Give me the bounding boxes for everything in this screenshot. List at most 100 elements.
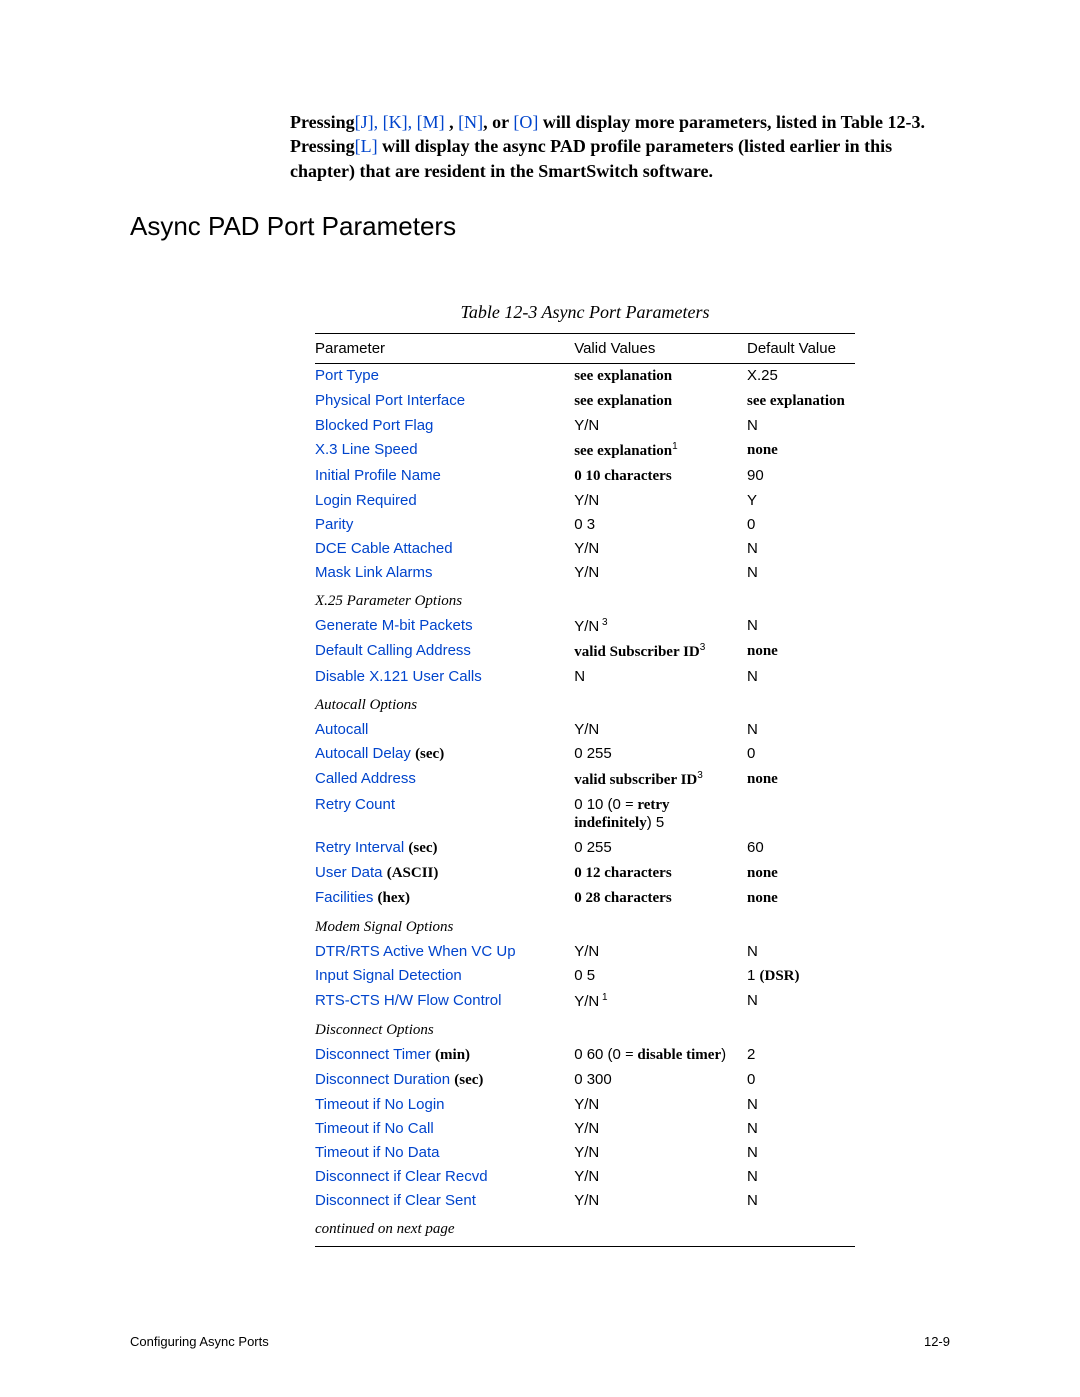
param-link[interactable]: Retry Interval — [315, 839, 404, 856]
param-link[interactable]: Mask Link Alarms — [315, 564, 433, 581]
table-row: Retry Count 0 10 (0 = retry indefinitely)… — [315, 793, 855, 836]
table-row: Timeout if No CallY/NN — [315, 1117, 855, 1141]
valid-values-cell: Y/N — [574, 561, 747, 585]
valid-values-cell: 0 5 — [574, 964, 747, 989]
param-link[interactable]: Facilities — [315, 889, 373, 906]
param-link[interactable]: Disconnect if Clear Recvd — [315, 1168, 488, 1185]
default-value-cell: N — [747, 1093, 855, 1117]
default-value-cell: 90 — [747, 464, 855, 489]
param-link[interactable]: Physical Port Interface — [315, 392, 465, 409]
continued-label: continued on next page — [315, 1213, 855, 1247]
param-cell: Retry Count — [315, 793, 574, 836]
table-row: DTR/RTS Active When VC UpY/NN — [315, 940, 855, 964]
valid-values-cell: Y/N — [574, 1165, 747, 1189]
table-row: X.3 Line Speedsee explanation1none — [315, 438, 855, 464]
intro-line1-mid2: , or — [483, 112, 513, 132]
param-unit: (sec) — [408, 840, 437, 856]
default-value-cell: N — [747, 665, 855, 689]
valid-values-cell: 0 60 (0 = disable timer) — [574, 1043, 747, 1068]
param-cell: Physical Port Interface — [315, 389, 574, 414]
valid-values-cell: Y/N 1 — [574, 989, 747, 1014]
intro-line1-post: will display more parameters, listed in … — [538, 112, 925, 132]
table-row: Disconnect Duration (sec)0 3000 — [315, 1068, 855, 1093]
param-link[interactable]: Generate M-bit Packets — [315, 617, 473, 634]
param-link[interactable]: Timeout if No Call — [315, 1120, 434, 1137]
param-link[interactable]: Disconnect if Clear Sent — [315, 1192, 476, 1209]
table-row: Login Required Y/NY — [315, 489, 855, 513]
default-value-cell: none — [747, 639, 855, 665]
param-cell: User Data (ASCII) — [315, 861, 574, 886]
param-link[interactable]: Timeout if No Login — [315, 1096, 445, 1113]
param-link[interactable]: Initial Profile Name — [315, 467, 441, 484]
param-cell: Login Required — [315, 489, 574, 513]
param-unit: (sec) — [454, 1072, 483, 1088]
param-cell: Input Signal Detection — [315, 964, 574, 989]
param-link[interactable]: Default Calling Address — [315, 642, 471, 659]
param-cell: Called Address — [315, 767, 574, 793]
param-link[interactable]: Called Address — [315, 770, 416, 787]
valid-values-cell: Y/N — [574, 489, 747, 513]
param-cell: DCE Cable Attached — [315, 537, 574, 561]
table-row: continued on next page — [315, 1213, 855, 1247]
table-row: Retry Interval (sec)0 25560 — [315, 836, 855, 861]
default-value-cell: 0 — [747, 513, 855, 537]
section-title: Async PAD Port Parameters — [130, 211, 950, 242]
param-link[interactable]: DTR/RTS Active When VC Up — [315, 943, 516, 960]
param-link[interactable]: RTS-CTS H/W Flow Control — [315, 992, 501, 1009]
default-value-cell: Y — [747, 489, 855, 513]
param-link[interactable]: User Data — [315, 864, 383, 881]
param-link[interactable]: Input Signal Detection — [315, 967, 462, 984]
valid-values-cell: see explanation — [574, 389, 747, 414]
table-row: RTS-CTS H/W Flow Control Y/N 1N — [315, 989, 855, 1014]
table-row: Disconnect if Clear RecvdY/NN — [315, 1165, 855, 1189]
param-cell: Disable X.121 User Calls — [315, 665, 574, 689]
valid-values-cell: 0 28 characters — [574, 886, 747, 911]
default-value-cell: 0 — [747, 742, 855, 767]
param-cell: Timeout if No Data — [315, 1141, 574, 1165]
valid-values-cell: 0 10 (0 = retry indefinitely) 5 — [574, 793, 747, 836]
table-row: Initial Profile Name0 10 characters90 — [315, 464, 855, 489]
table-row: Blocked Port FlagY/NN — [315, 414, 855, 438]
header-valid-values: Valid Values — [574, 333, 747, 363]
section-label: Modem Signal Options — [315, 911, 855, 940]
param-link[interactable]: Autocall Delay — [315, 745, 411, 762]
param-link[interactable]: Autocall — [315, 721, 368, 738]
valid-values-cell: Y/N — [574, 1189, 747, 1213]
table-row: Autocall Delay (sec)0 2550 — [315, 742, 855, 767]
param-link[interactable]: Disable X.121 User Calls — [315, 668, 482, 685]
table-row: Physical Port Interface see explanationse… — [315, 389, 855, 414]
section-label: Disconnect Options — [315, 1014, 855, 1043]
param-link[interactable]: Retry Count — [315, 796, 395, 813]
default-value-cell: see explanation — [747, 389, 855, 414]
default-value-cell: 1 (DSR) — [747, 964, 855, 989]
key-n: [N] — [458, 112, 483, 132]
param-link[interactable]: Blocked Port Flag — [315, 417, 433, 434]
default-value-cell: N — [747, 989, 855, 1014]
param-cell: Initial Profile Name — [315, 464, 574, 489]
param-link[interactable]: Login Required — [315, 492, 417, 509]
param-link[interactable]: Disconnect Duration — [315, 1071, 450, 1088]
intro-paragraph: Pressing[J], [K], [M] , [N], or [O] will… — [290, 110, 950, 183]
param-cell: Generate M-bit Packets — [315, 614, 574, 639]
param-link[interactable]: Timeout if No Data — [315, 1144, 440, 1161]
param-unit: (ASCII) — [387, 865, 439, 881]
intro-line2-pre: Pressing — [290, 136, 355, 156]
param-link[interactable]: Parity — [315, 516, 353, 533]
table-caption: Table 12-3 Async Port Parameters — [315, 302, 855, 323]
default-value-cell: N — [747, 940, 855, 964]
table-row: Autocall Options — [315, 689, 855, 718]
param-link[interactable]: X.3 Line Speed — [315, 441, 418, 458]
default-value-cell: 60 — [747, 836, 855, 861]
param-unit: (hex) — [378, 890, 411, 906]
table-row: Called Addressvalid subscriber ID3none — [315, 767, 855, 793]
param-link[interactable]: DCE Cable Attached — [315, 540, 453, 557]
table-row: DCE Cable AttachedY/NN — [315, 537, 855, 561]
table-body: Port Typesee explanationX.25Physical Por… — [315, 363, 855, 1246]
param-link[interactable]: Disconnect Timer — [315, 1046, 431, 1063]
valid-values-cell: 0 300 — [574, 1068, 747, 1093]
param-link[interactable]: Port Type — [315, 367, 379, 384]
param-cell: Mask Link Alarms — [315, 561, 574, 585]
valid-values-cell: 0 12 characters — [574, 861, 747, 886]
valid-values-cell: Y/N — [574, 1141, 747, 1165]
valid-values-cell: Y/N — [574, 1117, 747, 1141]
